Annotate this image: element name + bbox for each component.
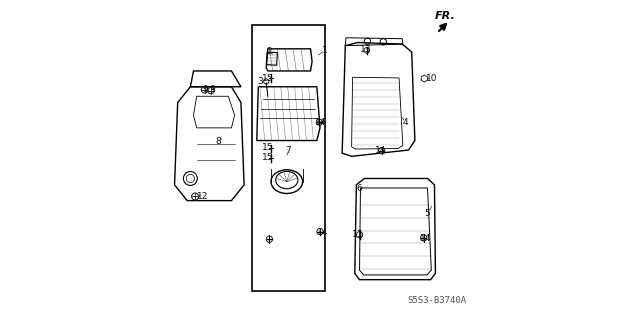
Text: 14: 14 — [317, 228, 328, 237]
Text: 11: 11 — [351, 230, 363, 239]
Text: 14: 14 — [315, 118, 326, 127]
Text: 14: 14 — [420, 234, 431, 243]
Text: 13: 13 — [360, 45, 372, 54]
Text: 15: 15 — [262, 153, 274, 162]
Text: 8: 8 — [215, 137, 221, 146]
Text: 3: 3 — [257, 77, 263, 86]
Text: 12: 12 — [196, 192, 208, 201]
Text: 6: 6 — [356, 184, 362, 193]
Text: 7: 7 — [285, 145, 291, 154]
Text: 9: 9 — [202, 85, 208, 94]
Text: 15: 15 — [262, 143, 274, 152]
Bar — [252, 25, 324, 291]
Text: 2: 2 — [267, 48, 272, 56]
Text: 10: 10 — [426, 74, 437, 83]
Text: 15: 15 — [262, 74, 274, 83]
Text: 4: 4 — [403, 118, 408, 127]
Text: FR.: FR. — [435, 11, 455, 21]
Text: 1: 1 — [322, 46, 328, 55]
Text: 14: 14 — [375, 146, 387, 155]
Text: 5: 5 — [425, 209, 430, 218]
Text: S5S3-B3740A: S5S3-B3740A — [408, 296, 467, 305]
Text: 9: 9 — [210, 85, 215, 94]
